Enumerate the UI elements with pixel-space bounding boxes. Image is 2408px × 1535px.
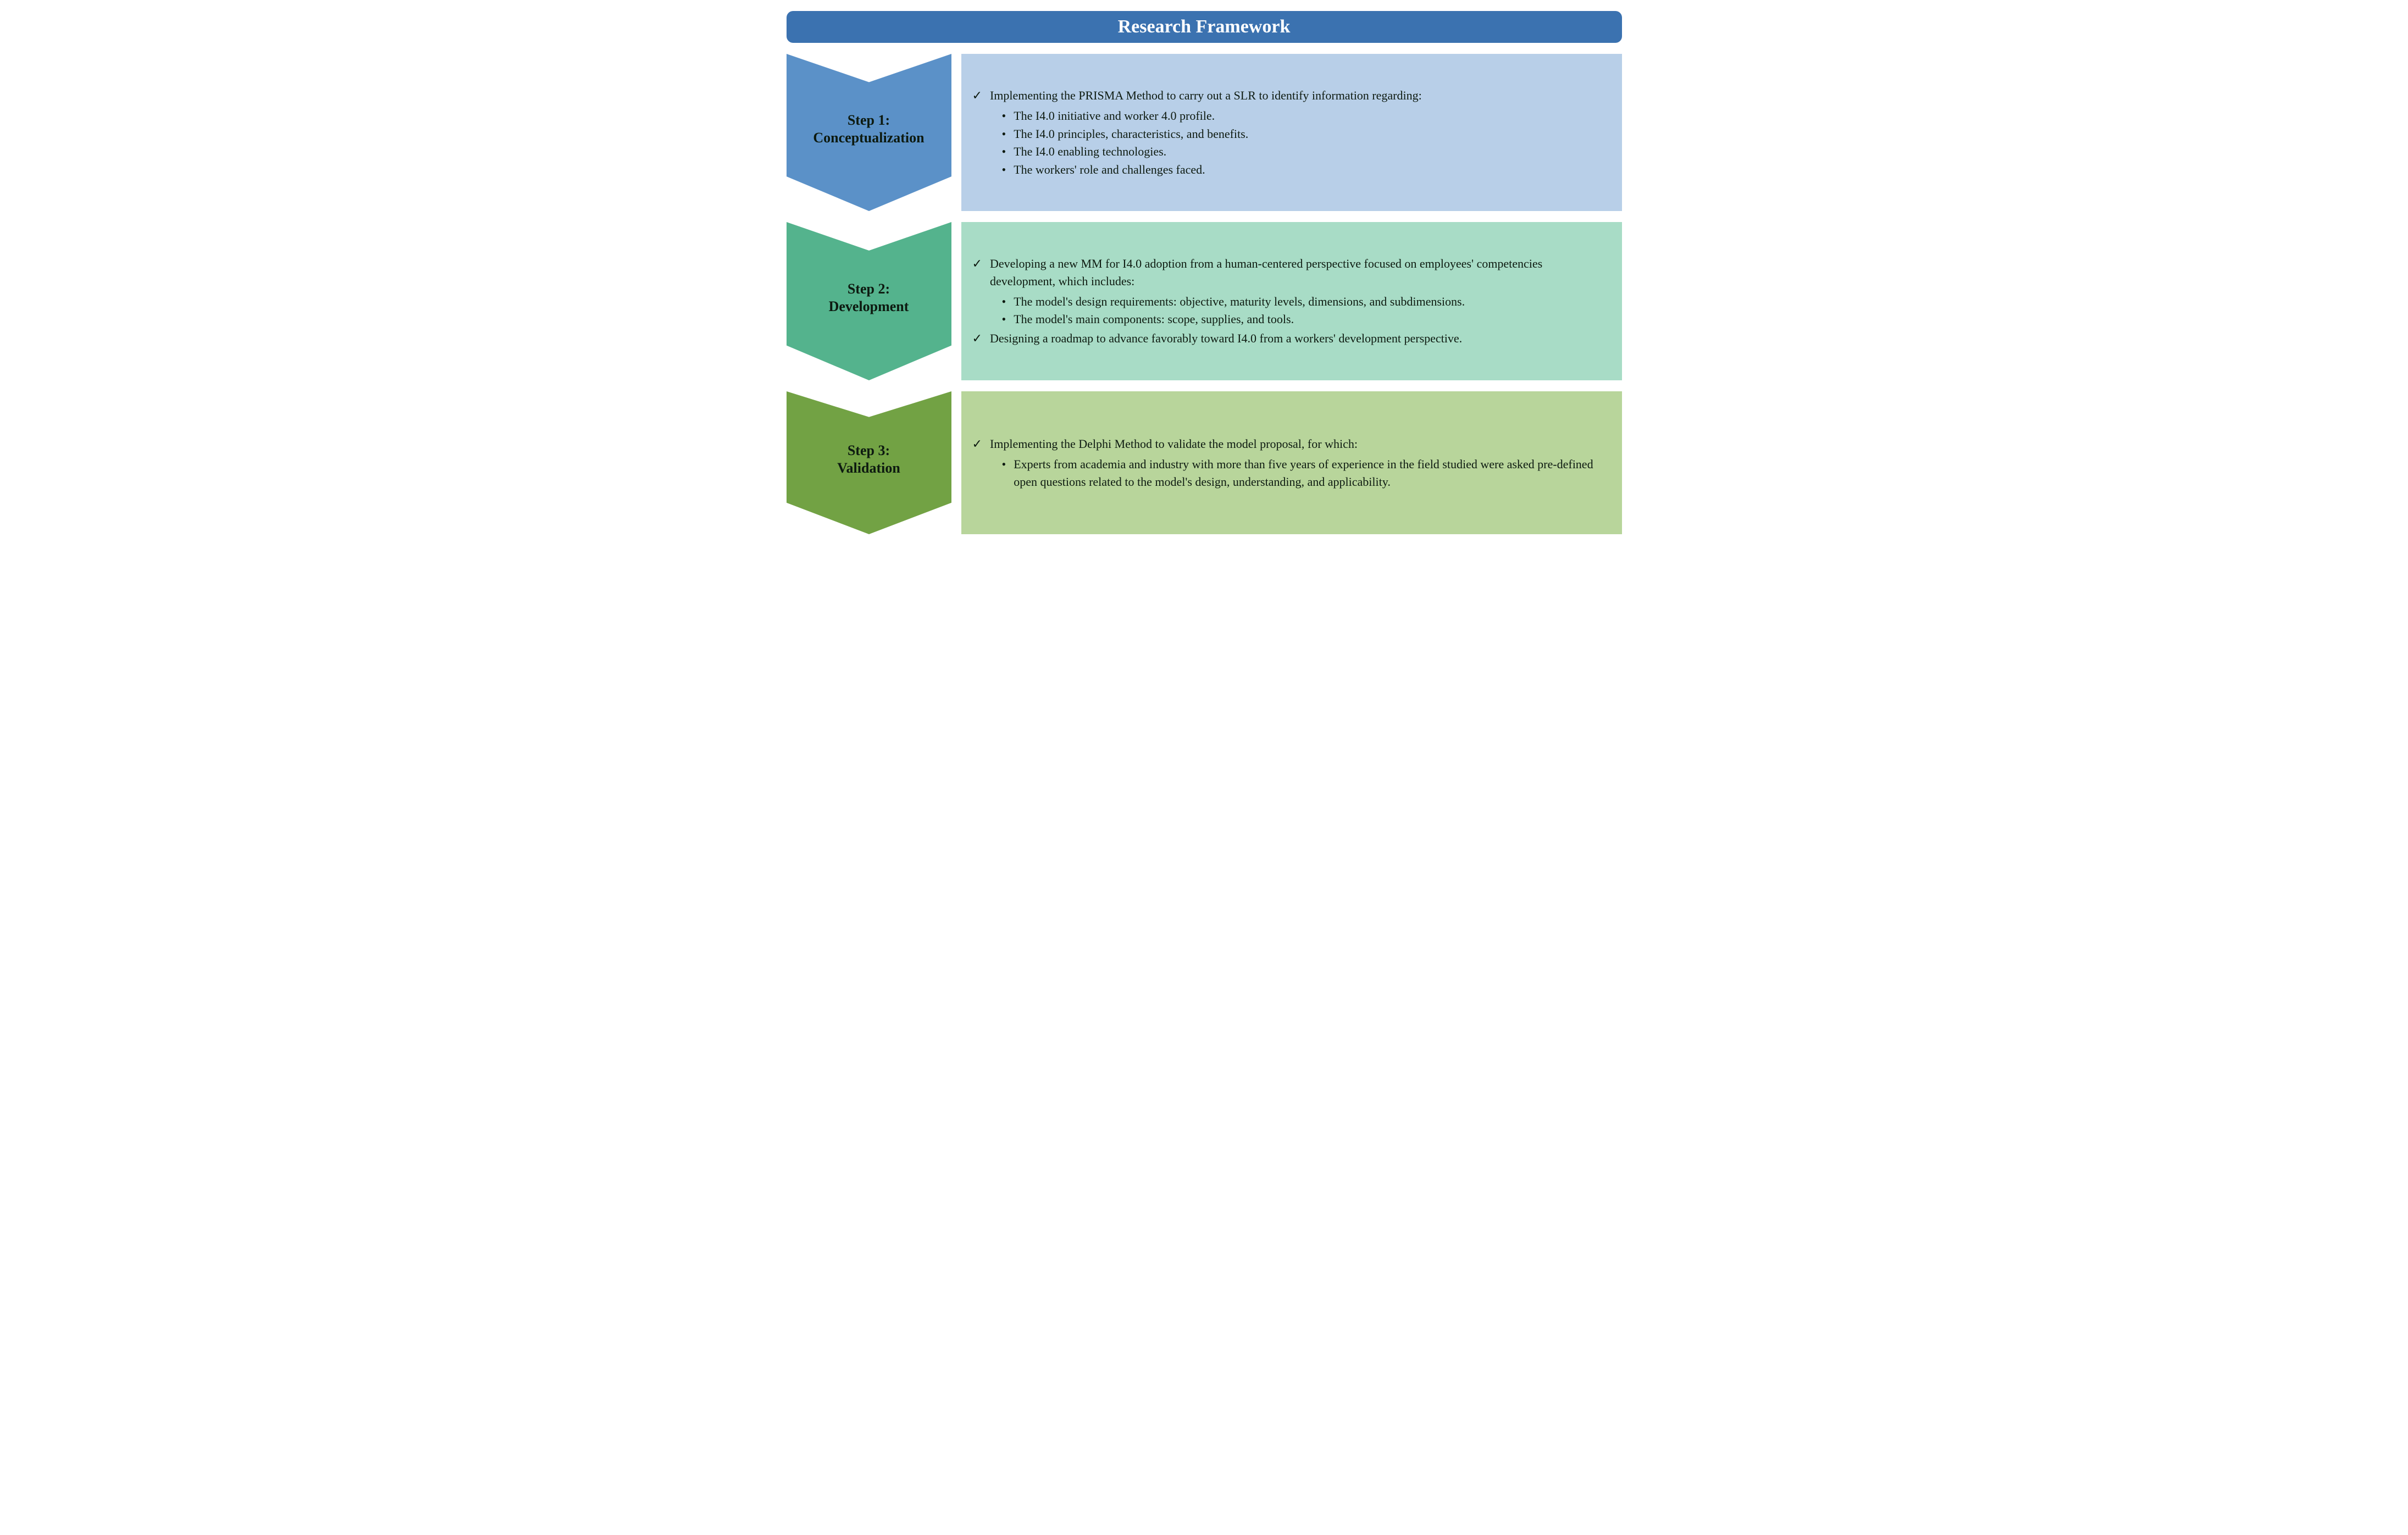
check-item: ✓ Designing a roadmap to advance favorabl… — [972, 330, 1607, 347]
content-box-step2: ✓Developing a new MM for I4.0 adoption f… — [961, 222, 1622, 380]
bullet-icon: • — [1002, 311, 1006, 328]
chevron-step1: Step 1:Conceptualization — [787, 54, 951, 211]
bullet-text: The model's design requirements: objecti… — [1014, 293, 1465, 311]
bullet-icon: • — [1002, 293, 1006, 311]
chevron-label-step2: Step 2:Development — [823, 280, 915, 316]
bullet-icon: • — [1002, 107, 1006, 125]
steps-holder: Step 1:Conceptualization ✓ Implementing th… — [787, 54, 1622, 534]
step-label-line1: Step 3: — [837, 442, 900, 460]
check-icon: ✓ — [972, 87, 982, 104]
bullet-text: The I4.0 enabling technologies. — [1014, 143, 1166, 160]
bullet-item: • The I4.0 enabling technologies. — [1002, 143, 1607, 160]
bullet-icon: • — [1002, 143, 1006, 160]
step-label-line1: Step 1: — [813, 112, 924, 130]
check-icon: ✓ — [972, 330, 982, 347]
framework-container: Research Framework Step 1:Conceptualizat… — [787, 11, 1622, 534]
step-row-step2: Step 2:Development✓Developing a new MM f… — [787, 222, 1622, 380]
check-item: ✓Developing a new MM for I4.0 adoption f… — [972, 255, 1607, 290]
bullet-item: • The I4.0 principles, characteristics, a… — [1002, 125, 1607, 143]
header-bar: Research Framework — [787, 11, 1622, 43]
bullet-icon: • — [1002, 125, 1006, 143]
chevron-label-step1: Step 1:Conceptualization — [807, 112, 929, 147]
chevron-step2: Step 2:Development — [787, 222, 951, 380]
check-text: Implementing the PRISMA Method to carry … — [990, 87, 1422, 104]
step-label-line2: Development — [829, 298, 909, 316]
step-label-line2: Validation — [837, 459, 900, 478]
bullet-item: • The model's main components: scope, sup… — [1002, 311, 1607, 328]
check-item: ✓ Implementing the PRISMA Method to carry… — [972, 87, 1607, 104]
bullet-icon: • — [1002, 456, 1006, 491]
check-text: Developing a new MM for I4.0 adoption fr… — [990, 255, 1607, 290]
bullet-list: • The model's design requirements: object… — [1002, 292, 1607, 329]
check-text: Implementing the Delphi Method to valida… — [990, 435, 1358, 453]
bullet-text: The I4.0 initiative and worker 4.0 profi… — [1014, 107, 1215, 125]
bullet-list: •Experts from academia and industry with… — [1002, 455, 1607, 491]
check-text: Designing a roadmap to advance favorably… — [990, 330, 1462, 347]
content-box-step1: ✓ Implementing the PRISMA Method to carry… — [961, 54, 1622, 211]
content-box-step3: ✓ Implementing the Delphi Method to valid… — [961, 391, 1622, 534]
bullet-text: The I4.0 principles, characteristics, an… — [1014, 125, 1248, 143]
bullet-item: • The workers' role and challenges faced. — [1002, 161, 1607, 179]
chevron-step3: Step 3:Validation — [787, 391, 951, 534]
check-icon: ✓ — [972, 255, 982, 290]
bullet-text: Experts from academia and industry with … — [1014, 456, 1606, 491]
chevron-label-step3: Step 3:Validation — [832, 442, 906, 478]
check-item: ✓ Implementing the Delphi Method to valid… — [972, 435, 1607, 453]
step-label-line1: Step 2: — [829, 280, 909, 298]
bullet-icon: • — [1002, 161, 1006, 179]
bullet-list: • The I4.0 initiative and worker 4.0 prof… — [1002, 107, 1607, 180]
bullet-item: • The I4.0 initiative and worker 4.0 prof… — [1002, 107, 1607, 125]
bullet-item: •Experts from academia and industry with… — [1002, 456, 1607, 491]
bullet-item: • The model's design requirements: object… — [1002, 293, 1607, 311]
step-row-step3: Step 3:Validation ✓ Implementing the Delph… — [787, 391, 1622, 534]
header-title: Research Framework — [1118, 16, 1291, 37]
bullet-text: The model's main components: scope, supp… — [1014, 311, 1294, 328]
bullet-text: The workers' role and challenges faced. — [1014, 161, 1205, 179]
step-label-line2: Conceptualization — [813, 129, 924, 147]
check-icon: ✓ — [972, 435, 982, 453]
step-row-step1: Step 1:Conceptualization ✓ Implementing th… — [787, 54, 1622, 211]
